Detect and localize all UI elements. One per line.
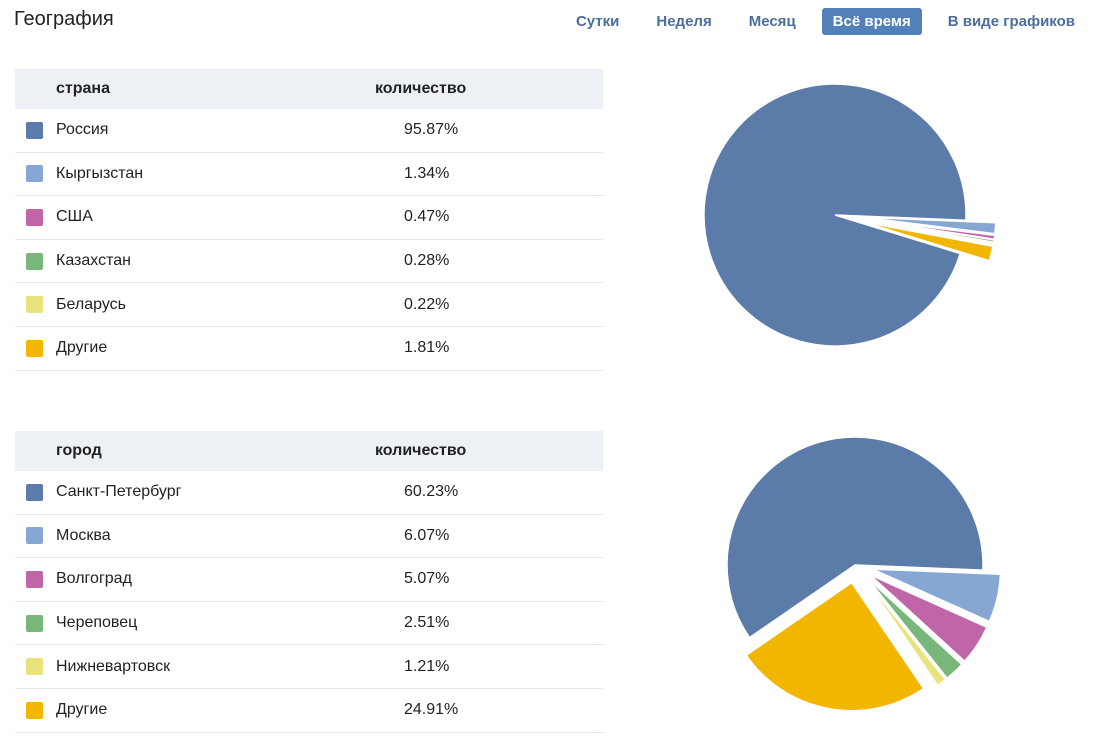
row-value: 6.07% bbox=[404, 526, 450, 544]
column-header-count: количество bbox=[375, 442, 467, 459]
table-row: Череповец 2.51% bbox=[15, 602, 603, 646]
row-name: Казахстан bbox=[56, 252, 131, 270]
legend-swatch bbox=[26, 527, 43, 545]
table-row: Волгоград 5.07% bbox=[15, 558, 603, 602]
row-value: 60.23% bbox=[404, 483, 459, 501]
column-header-country: страна bbox=[56, 80, 110, 97]
table-row: Кыргызстан 1.34% bbox=[15, 153, 603, 197]
row-name: Другие bbox=[56, 339, 108, 357]
table-row: Нижневартовск 1.21% bbox=[15, 645, 603, 689]
table-row: Россия 95.87% bbox=[15, 109, 603, 153]
pie-slice-россия bbox=[703, 83, 967, 347]
period-tabs: Сутки Неделя Месяц Всё время В виде граф… bbox=[550, 8, 1086, 35]
pie-slice-санкт-петербург bbox=[726, 436, 984, 639]
country-table: страна количество Россия 95.87% Кыргызст… bbox=[15, 69, 603, 371]
tab-charts-view[interactable]: В виде графиков bbox=[947, 13, 1075, 30]
legend-swatch bbox=[26, 614, 43, 632]
table-row: Казахстан 0.28% bbox=[15, 240, 603, 284]
table-header: страна количество bbox=[15, 69, 603, 109]
legend-swatch bbox=[26, 483, 43, 501]
row-name: Нижневартовск bbox=[56, 657, 171, 675]
row-name: Другие bbox=[56, 701, 108, 719]
table-header: город количество bbox=[15, 431, 603, 471]
row-value: 0.47% bbox=[404, 208, 450, 226]
row-name: Беларусь bbox=[56, 295, 126, 313]
table-row: Санкт-Петербург 60.23% bbox=[15, 471, 603, 515]
legend-swatch bbox=[26, 208, 43, 226]
row-name: Санкт-Петербург bbox=[56, 483, 182, 501]
row-value: 1.21% bbox=[404, 657, 450, 675]
legend-swatch bbox=[26, 296, 43, 314]
table-row: США 0.47% bbox=[15, 196, 603, 240]
table-row: Москва 6.07% bbox=[15, 515, 603, 559]
column-header-count: количество bbox=[375, 80, 467, 97]
tab-all-time[interactable]: Всё время bbox=[821, 8, 922, 35]
city-table: город количество Санкт-Петербург 60.23% … bbox=[15, 431, 603, 733]
row-value: 5.07% bbox=[404, 570, 450, 588]
row-value: 0.22% bbox=[404, 295, 450, 313]
legend-swatch bbox=[26, 121, 43, 139]
table-row: Другие 24.91% bbox=[15, 689, 603, 733]
pie-slice-волгоград bbox=[869, 574, 988, 663]
legend-swatch bbox=[26, 339, 43, 357]
row-value: 1.34% bbox=[404, 164, 450, 182]
pie-slice-другие bbox=[863, 221, 994, 262]
legend-swatch bbox=[26, 701, 43, 719]
row-value: 1.81% bbox=[404, 339, 450, 357]
row-value: 95.87% bbox=[404, 121, 459, 139]
pie-slice-кыргызстан bbox=[864, 216, 997, 235]
page-title: География bbox=[14, 8, 114, 30]
row-name: Череповец bbox=[56, 614, 138, 632]
pie-slice-череповец bbox=[866, 577, 963, 680]
row-name: Волгоград bbox=[56, 570, 132, 588]
pie-slice-москва bbox=[872, 568, 1002, 623]
city-pie-chart bbox=[726, 436, 1002, 712]
pie-slice-беларусь bbox=[864, 219, 995, 246]
pie-slice-нижневартовск bbox=[865, 579, 947, 687]
row-name: США bbox=[56, 208, 93, 226]
legend-swatch bbox=[26, 252, 43, 270]
row-value: 2.51% bbox=[404, 614, 450, 632]
pie-slice-другие bbox=[745, 581, 925, 712]
tab-day[interactable]: Сутки bbox=[575, 13, 620, 30]
table-row: Другие 1.81% bbox=[15, 327, 603, 371]
row-value: 24.91% bbox=[404, 701, 459, 719]
column-header-city: город bbox=[56, 442, 102, 459]
row-name: Москва bbox=[56, 526, 111, 544]
tab-month[interactable]: Месяц bbox=[748, 13, 796, 30]
country-pie-chart bbox=[703, 83, 997, 347]
legend-swatch bbox=[26, 570, 43, 588]
row-value: 0.28% bbox=[404, 252, 450, 270]
legend-swatch bbox=[26, 658, 43, 676]
table-row: Беларусь 0.22% bbox=[15, 283, 603, 327]
row-name: Россия bbox=[56, 121, 109, 139]
legend-swatch bbox=[26, 165, 43, 183]
row-name: Кыргызстан bbox=[56, 164, 144, 182]
tab-week[interactable]: Неделя bbox=[656, 13, 712, 30]
